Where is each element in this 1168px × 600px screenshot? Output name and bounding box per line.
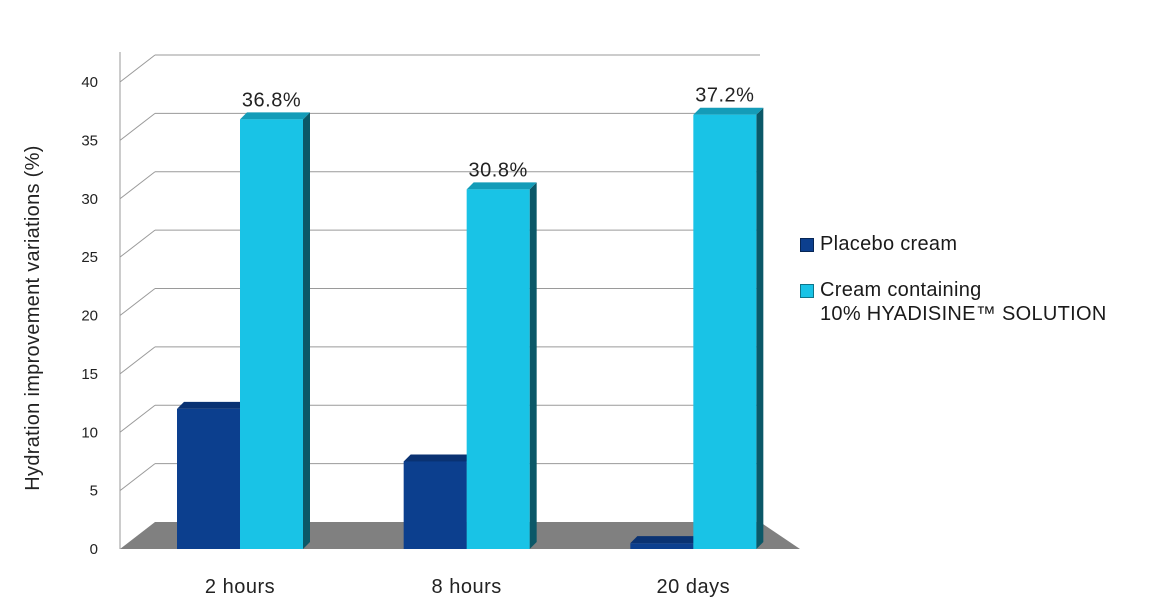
x-tick-label: 8 hours [432,576,502,598]
data-label: 36.8% [242,89,301,111]
bar-side [756,107,764,549]
data-labels: 36.8% 30.8% 37.2% [242,85,754,182]
bar-front [240,119,303,550]
y-tick-label: 15 [81,366,98,383]
y-tick-label: 25 [81,249,98,266]
legend-swatch [800,238,814,252]
legend-label: Cream containing 10% HYADISINE™ SOLUTION [820,278,1107,326]
gridline-side [119,112,156,141]
y-tick-label: 30 [81,191,98,208]
bars [177,107,764,550]
legend-swatch [800,284,814,298]
gridline-side [119,404,156,433]
legend: Placebo cream Cream containing 10% HYADISI… [800,232,1166,348]
legend-item-placebo: Placebo cream [800,232,1166,256]
y-axis-label: Hydration improvement variations (%) [22,145,44,490]
bar-hyadisine-1 [240,112,310,550]
category-labels: 2 hours 8 hours 20 days [205,576,730,598]
data-label: 37.2% [695,85,754,107]
y-tick-label: 40 [81,74,98,91]
y-tick-label: 35 [81,132,98,149]
bar-top [240,112,310,120]
bar-placebo-2 [403,454,474,549]
data-label: 30.8% [469,159,528,181]
bar-hyadisine-3 [693,107,764,549]
bar-front [693,114,757,549]
bar-top [630,536,701,544]
y-tick-labels: 0 5 10 15 20 25 30 35 40 [81,74,98,558]
bar-placebo-1 [177,401,247,549]
gridline-side [119,54,156,83]
bar-hyadisine-2 [466,182,537,549]
gridline-side [119,346,156,375]
bar-front [466,189,530,549]
bar-top [403,454,474,462]
x-tick-label: 20 days [657,576,731,598]
legend-label-line: Placebo cream [820,233,958,255]
bar-side [529,182,537,549]
legend-label: Placebo cream [820,232,957,256]
y-tick-label: 20 [81,308,98,325]
bar-front [403,461,467,549]
legend-label-line: Cream containing [820,279,982,301]
legend-label-line: 10% HYADISINE™ SOLUTION [820,303,1107,325]
bar-top [693,107,764,115]
bar-front [177,408,240,549]
bar-top [177,401,247,409]
gridline-side [119,229,156,258]
gridline-side [119,463,156,492]
bar-front [630,543,694,549]
y-tick-label: 5 [90,483,98,500]
bar-top [466,182,537,190]
x-tick-label: 2 hours [205,576,275,598]
bar-placebo-3 [630,536,701,549]
y-tick-label: 0 [90,541,98,558]
y-tick-label: 10 [81,424,98,441]
gridline-side [119,171,156,200]
legend-item-hyadisine: Cream containing 10% HYADISINE™ SOLUTION [800,278,1166,326]
bar-side [303,112,310,550]
gridline-side [119,288,156,316]
